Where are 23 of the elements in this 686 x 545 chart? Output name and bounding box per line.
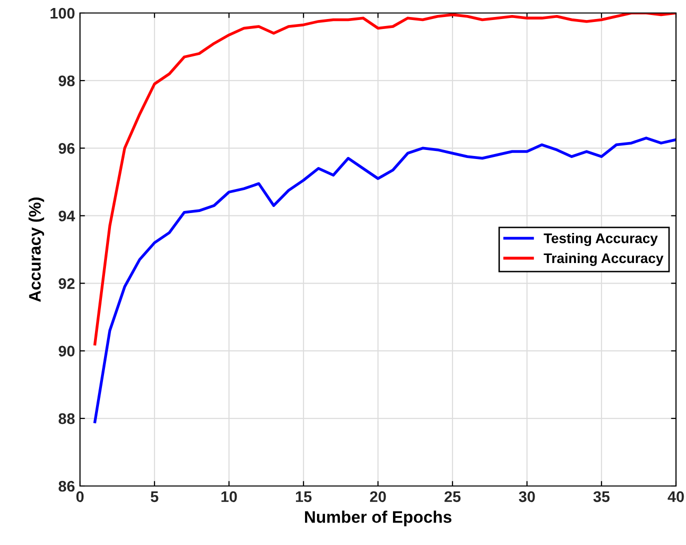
legend-label: Testing Accuracy — [544, 233, 658, 246]
y-tick-label: 100 — [50, 8, 75, 19]
x-tick-label: 5 — [150, 491, 158, 502]
y-tick-label: 90 — [58, 346, 75, 357]
x-tick-label: 35 — [593, 491, 610, 502]
legend-label: Training Accuracy — [544, 252, 664, 266]
x-tick-label: 0 — [76, 491, 84, 502]
y-tick-label: 86 — [58, 480, 75, 492]
line-series — [94, 136, 676, 424]
x-tick-label: 40 — [668, 491, 684, 502]
x-tick-label: 10 — [221, 491, 237, 502]
y-tick-label: 88 — [58, 413, 75, 424]
x-tick-label: 20 — [370, 491, 386, 502]
y-axis-title: Accuracy (%) — [28, 198, 44, 302]
x-tick-label: 15 — [296, 491, 312, 502]
x-tick-label: 30 — [518, 491, 535, 502]
y-tick-label: 96 — [58, 143, 75, 154]
x-axis-title: Number of Epochs — [305, 510, 452, 526]
y-tick-label: 94 — [58, 210, 76, 222]
x-tick-label: 25 — [444, 491, 461, 502]
line-series — [94, 13, 676, 346]
y-tick-label: 92 — [58, 278, 75, 289]
y-tick-label: 98 — [58, 75, 75, 86]
